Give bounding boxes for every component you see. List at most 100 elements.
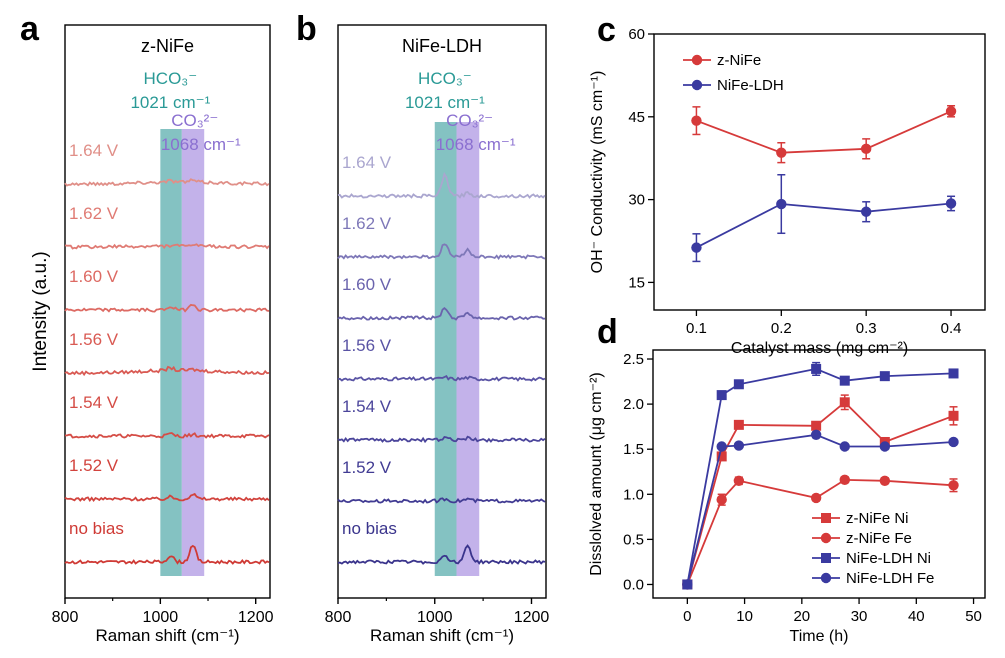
data-point xyxy=(776,147,787,158)
legend-label: NiFe-LDH Ni xyxy=(846,550,931,567)
spectrum-line xyxy=(337,544,546,565)
x-axis-label: Raman shift (cm⁻¹) xyxy=(370,626,514,645)
legend-label: NiFe-LDH xyxy=(717,77,784,94)
spectrum-line xyxy=(64,544,270,565)
data-point xyxy=(820,532,832,544)
spectrum-line xyxy=(337,375,546,382)
band-label-hco3: HCO₃⁻ xyxy=(418,69,472,88)
spectrum-label: 1.60 V xyxy=(342,275,392,294)
x-tick-label: 0 xyxy=(683,608,691,625)
band-hco3 xyxy=(160,129,182,576)
series-line xyxy=(696,110,952,154)
x-tick-label: 0.2 xyxy=(771,320,792,337)
y-axis-label: OH⁻ Conductivity (mS cm⁻¹) xyxy=(589,71,606,274)
legend-label: z-NiFe Ni xyxy=(846,510,909,527)
y-tick-label: 1.5 xyxy=(623,441,644,458)
data-point xyxy=(860,143,872,155)
data-point xyxy=(691,54,703,66)
y-tick-label: 15 xyxy=(628,274,645,291)
x-tick-label: 0.3 xyxy=(856,320,877,337)
x-tick-label: 1000 xyxy=(417,609,453,626)
x-tick-label: 1200 xyxy=(238,609,274,626)
data-point xyxy=(733,379,744,390)
x-tick-label: 20 xyxy=(793,608,810,625)
band-sub-co3: 1068 cm⁻¹ xyxy=(161,135,241,154)
panel-letter: c xyxy=(597,11,616,49)
legend-label: z-NiFe Fe xyxy=(846,530,912,547)
legend-label: NiFe-LDH Fe xyxy=(846,570,934,587)
y-tick-label: 0.0 xyxy=(623,576,644,593)
spectrum-line xyxy=(64,243,270,250)
band-sub-hco3: 1021 cm⁻¹ xyxy=(130,93,210,112)
spectrum-label: no bias xyxy=(342,519,397,538)
data-point xyxy=(733,475,745,486)
x-tick-label: 50 xyxy=(965,608,982,625)
panel-letter: d xyxy=(597,313,618,351)
band-label-hco3: HCO₃⁻ xyxy=(144,69,198,88)
data-point xyxy=(733,440,745,451)
panel-title: NiFe-LDH xyxy=(402,36,482,56)
data-point xyxy=(945,106,957,117)
y-tick-label: 60 xyxy=(628,26,645,43)
x-axis-label: Raman shift (cm⁻¹) xyxy=(95,626,239,645)
y-axis-label: Intensity (a.u.) xyxy=(30,251,51,371)
band-label-co3: CO₃²⁻ xyxy=(446,111,493,130)
data-point xyxy=(879,441,891,452)
x-tick-label: 30 xyxy=(851,608,868,625)
data-point xyxy=(839,441,850,452)
data-point xyxy=(691,115,702,126)
data-point xyxy=(948,410,959,421)
spectrum-label: 1.62 V xyxy=(342,214,392,233)
band-hco3 xyxy=(434,122,457,576)
band-sub-co3: 1068 cm⁻¹ xyxy=(436,135,516,154)
data-point xyxy=(948,436,959,448)
band-sub-hco3: 1021 cm⁻¹ xyxy=(405,93,485,112)
plot-frame xyxy=(64,24,271,599)
panel-letter: b xyxy=(296,10,317,48)
panel-d: d 0 10 20 30 40 50 0.0 0.5 1.0 1.5 2.0 2.5 Time (h) Di… xyxy=(588,313,986,645)
plot-frame xyxy=(337,24,547,599)
data-point xyxy=(716,390,727,401)
spectrum-line xyxy=(64,365,270,377)
band-co3 xyxy=(181,129,205,576)
spectrum-line xyxy=(64,432,270,439)
spectrum-label: 1.56 V xyxy=(342,336,392,355)
panel-c: c 0.1 0.2 0.3 0.4 15 30 45 60 Catalyst mass (mg c… xyxy=(589,11,986,357)
x-tick-label: 800 xyxy=(52,609,79,626)
y-tick-label: 2.5 xyxy=(623,351,644,368)
data-point xyxy=(811,420,822,431)
data-point xyxy=(948,368,959,379)
data-point xyxy=(716,494,727,505)
data-point xyxy=(810,492,822,504)
data-point xyxy=(860,206,872,217)
y-tick-label: 45 xyxy=(628,109,645,126)
spectrum-line xyxy=(337,307,546,321)
x-tick-label: 40 xyxy=(908,608,925,625)
x-tick-label: 1000 xyxy=(143,609,179,626)
x-tick-label: 0.1 xyxy=(686,320,707,337)
data-point xyxy=(821,513,831,523)
y-axis-label: Disslolved amount (μg cm⁻²) xyxy=(588,372,605,576)
spectrum-label: 1.52 V xyxy=(69,456,119,475)
data-point xyxy=(682,579,693,590)
data-point xyxy=(733,419,744,430)
band-label-co3: CO₃²⁻ xyxy=(171,111,218,130)
band-co3 xyxy=(456,122,480,576)
spectrum-line xyxy=(337,435,546,444)
data-point xyxy=(839,397,850,408)
spectrum-label: 1.60 V xyxy=(69,267,119,286)
spectrum-label: 1.52 V xyxy=(342,458,392,477)
data-point xyxy=(776,198,787,210)
x-tick-label: 1200 xyxy=(514,609,550,626)
x-tick-label: 800 xyxy=(325,609,352,626)
data-point xyxy=(691,79,703,91)
spectrum-label: 1.56 V xyxy=(69,330,119,349)
plot-frame xyxy=(652,349,986,599)
data-point xyxy=(716,451,727,462)
panel-title: z-NiFe xyxy=(141,36,194,56)
data-point xyxy=(879,371,890,382)
spectrum-line xyxy=(337,243,546,260)
data-point xyxy=(716,441,727,452)
